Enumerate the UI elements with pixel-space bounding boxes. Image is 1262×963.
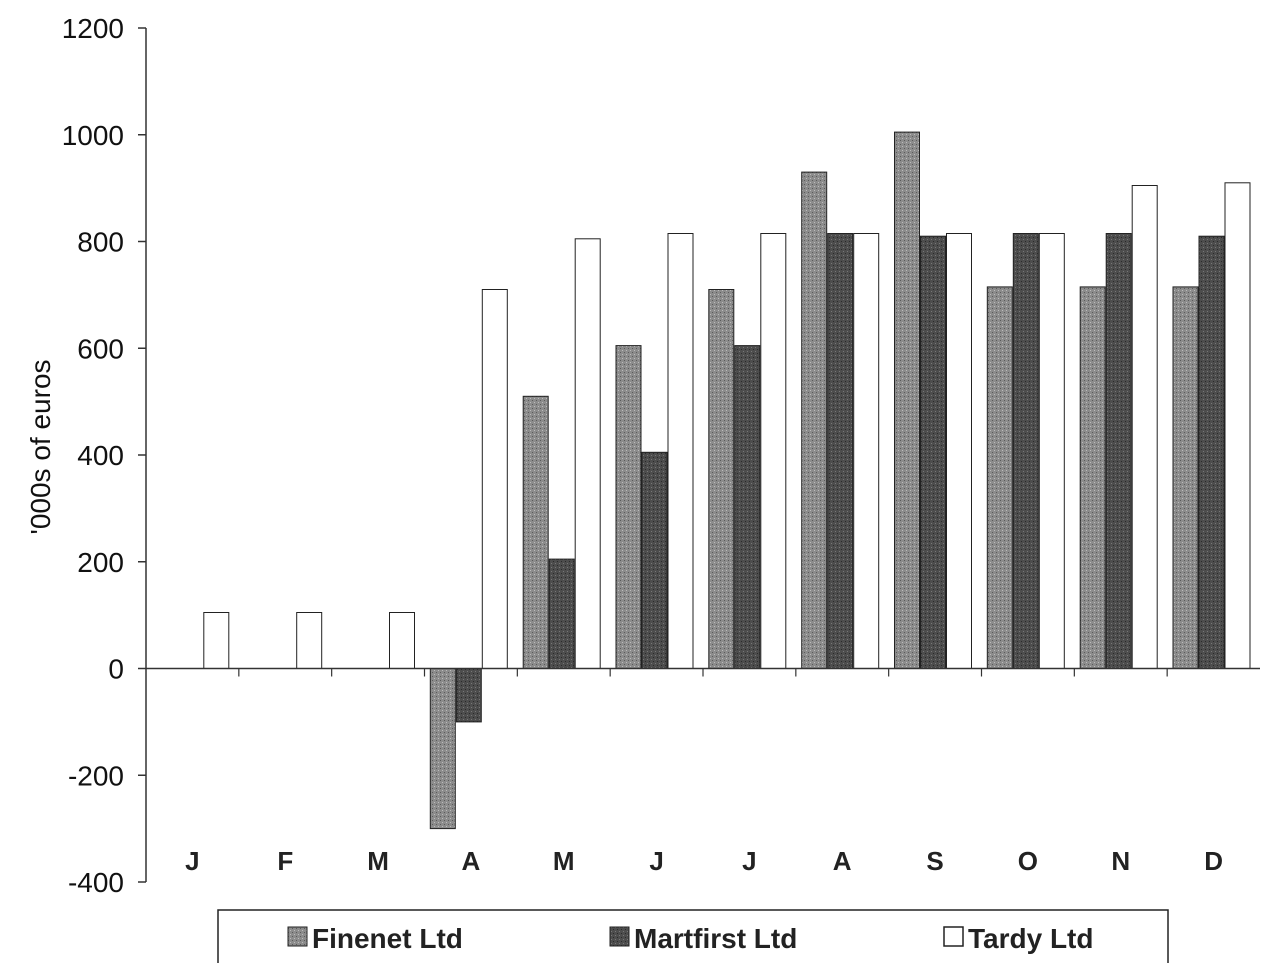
- x-tick-label: M: [367, 846, 389, 876]
- bar-martfirst: [1105, 233, 1132, 669]
- bars: [203, 131, 1251, 830]
- bar-tardy: [389, 612, 415, 669]
- legend-swatch-martfirst: [609, 926, 630, 947]
- x-tick-label: S: [926, 846, 943, 876]
- legend-box: [217, 909, 1169, 963]
- y-tick-label: 0: [108, 654, 124, 685]
- y-tick-label: 600: [77, 333, 124, 364]
- bar-tardy: [760, 233, 787, 669]
- bar-finenet: [894, 131, 920, 670]
- y-axis-label: '000s of euros: [25, 359, 56, 534]
- bar-finenet: [1172, 286, 1199, 669]
- x-tick-label: A: [833, 846, 852, 876]
- bar-martfirst: [641, 451, 668, 669]
- bar-finenet: [522, 395, 549, 669]
- bar-finenet: [708, 289, 735, 669]
- x-axis: [146, 667, 1260, 677]
- bar-finenet: [429, 668, 456, 830]
- bar-tardy: [481, 289, 508, 669]
- legend-label-martfirst: Martfirst Ltd: [634, 923, 797, 954]
- bar-tardy: [667, 233, 694, 669]
- bar-tardy: [203, 612, 230, 669]
- bar-tardy: [946, 233, 972, 669]
- x-tick-label: M: [553, 846, 575, 876]
- bar-martfirst: [548, 558, 575, 669]
- x-tick-label: J: [649, 846, 663, 876]
- y-axis: [138, 27, 147, 883]
- y-tick-label: 400: [77, 440, 124, 471]
- x-tick-label: A: [462, 846, 481, 876]
- legend: Finenet Ltd Martfirst Ltd Tardy Ltd: [217, 909, 1169, 963]
- x-tick-label: F: [277, 846, 293, 876]
- bar-tardy: [853, 233, 880, 669]
- y-tick-label: -400: [68, 867, 124, 898]
- bar-martfirst: [1198, 235, 1225, 669]
- bar-tardy: [1038, 233, 1065, 669]
- bar-finenet: [801, 171, 828, 669]
- bar-finenet: [615, 345, 642, 669]
- legend-label-finenet: Finenet Ltd: [312, 923, 463, 954]
- bar-tardy: [1224, 182, 1251, 670]
- bar-martfirst: [1012, 233, 1039, 669]
- y-tick-label: 800: [77, 227, 124, 258]
- y-tick-labels: 1200 1000 800 600 400 200 0 -200 -400: [62, 13, 124, 898]
- bar-finenet: [1079, 286, 1106, 669]
- bar-martfirst: [920, 235, 946, 669]
- y-tick-label: 1200: [62, 13, 124, 44]
- legend-swatch-tardy: [943, 926, 964, 947]
- legend-label-tardy: Tardy Ltd: [968, 923, 1093, 954]
- bar-martfirst: [455, 668, 482, 723]
- x-tick-label: N: [1111, 846, 1130, 876]
- x-tick-label: O: [1018, 846, 1038, 876]
- x-tick-label: J: [185, 846, 199, 876]
- bar-tardy: [1131, 185, 1158, 669]
- y-tick-label: -200: [68, 760, 124, 791]
- bar-tardy: [296, 612, 323, 669]
- x-tick-label: J: [742, 846, 756, 876]
- x-tick-label: D: [1204, 846, 1223, 876]
- bar-finenet: [986, 286, 1013, 669]
- y-tick-label: 200: [77, 547, 124, 578]
- y-tick-label: 1000: [62, 120, 124, 151]
- bar-martfirst: [734, 345, 761, 669]
- legend-swatch-finenet: [287, 926, 308, 947]
- bar-martfirst: [827, 233, 854, 669]
- bar-tardy: [574, 238, 601, 670]
